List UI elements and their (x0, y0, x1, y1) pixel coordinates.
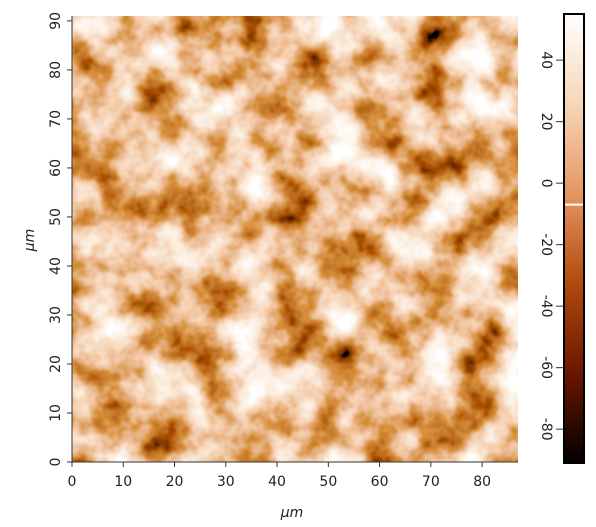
colorbar-tick-label: -20 (538, 233, 554, 256)
colorbar-tick-label: -80 (538, 418, 554, 441)
x-tick-label: 70 (422, 474, 440, 490)
x-tick-label: 80 (473, 474, 491, 490)
y-tick-label: 50 (48, 208, 64, 226)
y-label: μm (22, 229, 38, 253)
colorbar-tick-label: -60 (538, 356, 554, 379)
x-tick-label: 30 (217, 474, 235, 490)
y-tick-label: 0 (48, 458, 64, 467)
y-tick-label: 60 (48, 159, 64, 177)
height-map (72, 16, 518, 462)
colorbar-tick-label: 40 (538, 51, 554, 69)
x-label: μm (280, 505, 304, 521)
x-tick-label: 60 (371, 474, 389, 490)
x-tick-label: 40 (268, 474, 286, 490)
colorbar (563, 13, 585, 464)
y-tick-label: 90 (48, 12, 64, 30)
x-tick-label: 0 (68, 474, 77, 490)
y-tick-label: 70 (48, 110, 64, 128)
colorbar-tick-label: 20 (538, 113, 554, 131)
colorbar-tick-label: -40 (538, 295, 554, 318)
y-tick-label: 30 (48, 306, 64, 324)
x-tick-label: 50 (319, 474, 337, 490)
y-tick-label: 80 (48, 61, 64, 79)
y-tick-label: 20 (48, 355, 64, 373)
x-tick-label: 20 (166, 474, 184, 490)
y-tick-label: 40 (48, 257, 64, 275)
colorbar-tick-label: 0 (538, 179, 554, 188)
y-tick-label: 10 (48, 404, 64, 422)
x-tick-label: 10 (114, 474, 132, 490)
